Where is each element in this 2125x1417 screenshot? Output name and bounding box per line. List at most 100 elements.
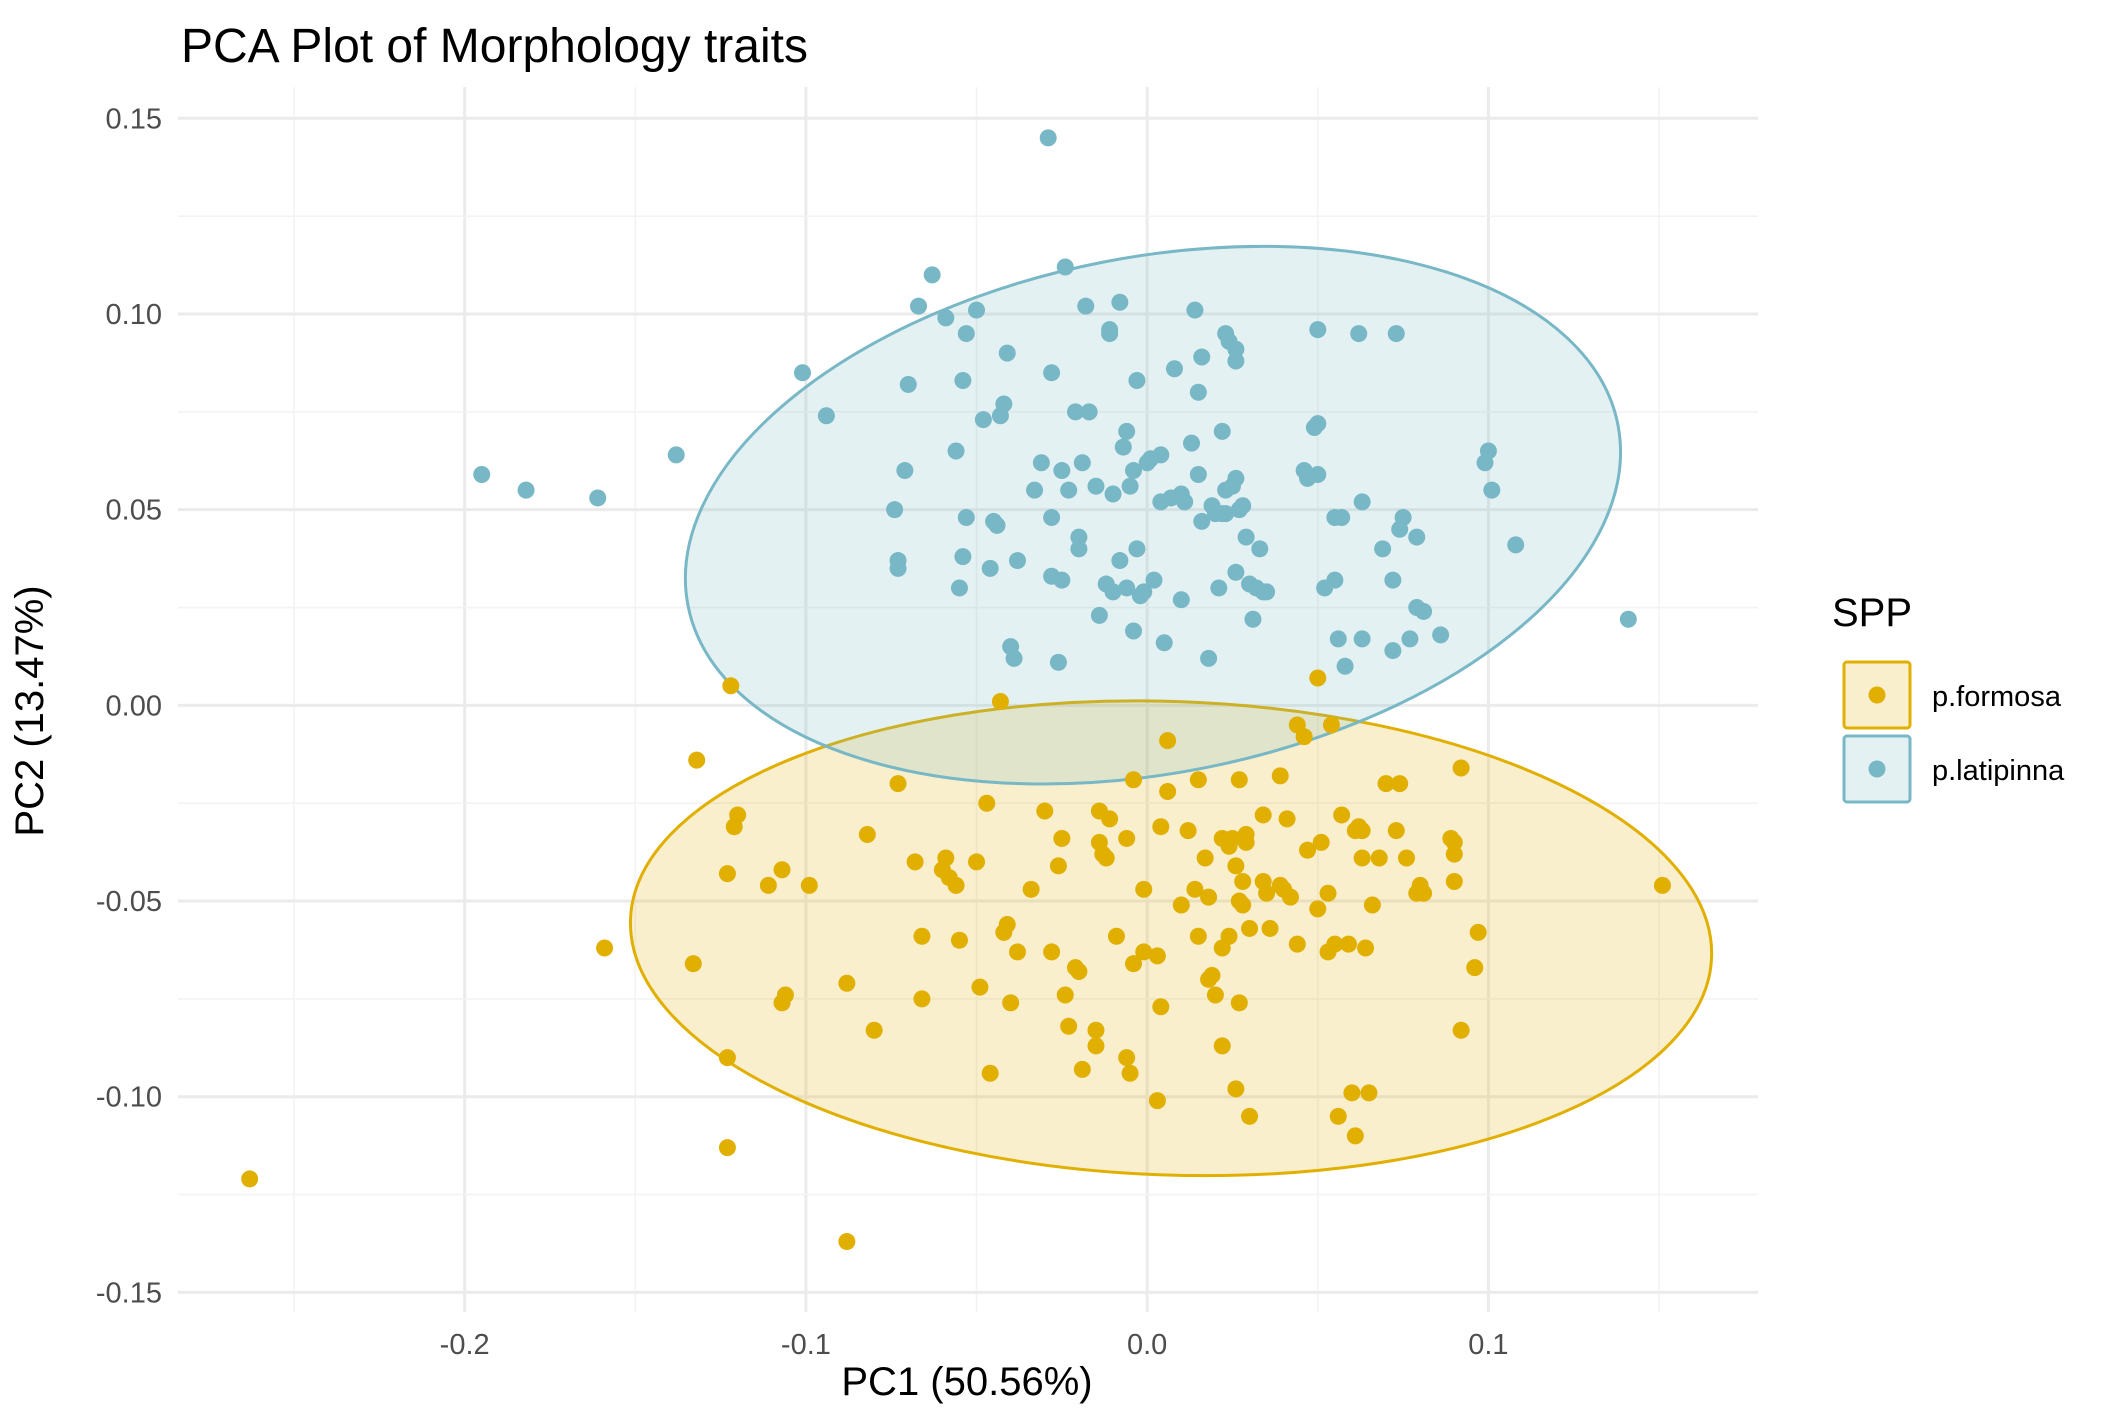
data-point-p-formosa bbox=[1299, 841, 1317, 859]
data-point-p-formosa bbox=[889, 775, 907, 793]
data-point-p-latipinna bbox=[1118, 422, 1136, 440]
data-point-p-formosa bbox=[1360, 1084, 1378, 1102]
data-point-p-formosa bbox=[1445, 833, 1463, 851]
y-axis-title: PC2 (13.47%) bbox=[8, 585, 52, 836]
data-point-p-formosa bbox=[800, 876, 818, 894]
data-point-p-formosa bbox=[1189, 927, 1207, 945]
data-point-p-latipinna bbox=[1073, 454, 1091, 472]
data-point-p-formosa bbox=[1196, 849, 1214, 867]
data-point-p-formosa bbox=[1326, 935, 1344, 953]
data-point-p-formosa bbox=[1220, 927, 1238, 945]
data-point-p-latipinna bbox=[1193, 348, 1211, 366]
data-point-p-latipinna bbox=[1080, 403, 1098, 421]
data-point-p-formosa bbox=[1278, 810, 1296, 828]
data-point-p-latipinna bbox=[1186, 301, 1204, 319]
tick-labels: -0.2 -0.1 0.0 0.1 -0.15 -0.10 -0.05 0.00 0.05 0.1… bbox=[96, 103, 1509, 1361]
data-point-p-formosa bbox=[1466, 959, 1484, 977]
y-tick-label: 0.00 bbox=[106, 690, 162, 722]
x-tick-label: -0.2 bbox=[440, 1329, 490, 1361]
data-point-p-latipinna bbox=[1329, 630, 1347, 648]
data-point-p-latipinna bbox=[1234, 497, 1252, 515]
data-point-p-formosa bbox=[1186, 880, 1204, 898]
data-point-p-formosa bbox=[947, 876, 965, 894]
data-point-p-latipinna bbox=[968, 301, 986, 319]
data-point-p-formosa bbox=[1101, 810, 1119, 828]
data-point-p-latipinna bbox=[910, 297, 928, 315]
data-point-p-latipinna bbox=[899, 375, 917, 393]
data-point-p-latipinna bbox=[1165, 360, 1183, 378]
data-point-p-latipinna bbox=[473, 465, 491, 483]
data-point-p-formosa bbox=[1319, 884, 1337, 902]
data-point-p-formosa bbox=[968, 853, 986, 871]
data-point-p-latipinna bbox=[517, 481, 535, 499]
data-point-p-formosa bbox=[1370, 849, 1388, 867]
data-point-p-latipinna bbox=[1183, 434, 1201, 452]
data-point-p-formosa bbox=[906, 853, 924, 871]
data-point-p-formosa bbox=[1060, 1017, 1078, 1035]
data-point-p-latipinna bbox=[1066, 403, 1084, 421]
data-point-p-latipinna bbox=[1152, 446, 1170, 464]
data-point-p-latipinna bbox=[1026, 481, 1044, 499]
confidence-ellipse-p-formosa bbox=[628, 699, 1714, 1178]
data-point-p-formosa bbox=[718, 1139, 736, 1157]
data-point-p-latipinna bbox=[998, 344, 1016, 362]
points-layer bbox=[241, 129, 1671, 1251]
data-point-p-formosa bbox=[1261, 919, 1279, 937]
data-point-p-formosa bbox=[1377, 775, 1395, 793]
data-point-p-latipinna bbox=[950, 579, 968, 597]
data-point-p-latipinna bbox=[1125, 622, 1143, 640]
data-point-p-formosa bbox=[858, 826, 876, 844]
data-point-p-latipinna bbox=[793, 364, 811, 382]
data-point-p-latipinna bbox=[589, 489, 607, 507]
data-point-p-formosa bbox=[1415, 884, 1433, 902]
legend-keys: p.formosa p.latipinna bbox=[1842, 660, 2065, 804]
legend-label: p.latipinna bbox=[1932, 755, 2065, 787]
data-point-p-formosa bbox=[1312, 833, 1330, 851]
data-point-p-latipinna bbox=[1043, 509, 1061, 527]
data-point-p-latipinna bbox=[1374, 540, 1392, 558]
y-tick-label: -0.05 bbox=[96, 886, 162, 918]
data-point-p-latipinna bbox=[1104, 485, 1122, 503]
data-point-p-latipinna bbox=[981, 559, 999, 577]
data-point-p-latipinna bbox=[1200, 649, 1218, 667]
data-point-p-formosa bbox=[1087, 1021, 1105, 1039]
data-point-p-formosa bbox=[1070, 963, 1088, 981]
data-point-p-latipinna bbox=[954, 372, 972, 390]
data-point-p-latipinna bbox=[1333, 509, 1351, 527]
data-point-p-formosa bbox=[1258, 884, 1276, 902]
data-point-p-latipinna bbox=[1210, 579, 1228, 597]
data-point-p-formosa bbox=[1254, 806, 1272, 824]
data-point-p-latipinna bbox=[1227, 352, 1245, 370]
data-point-p-formosa bbox=[1121, 1064, 1139, 1082]
data-point-p-formosa bbox=[1073, 1060, 1091, 1078]
data-point-p-formosa bbox=[1309, 669, 1327, 687]
data-point-p-latipinna bbox=[1043, 364, 1061, 382]
legend-key-point bbox=[1868, 760, 1886, 778]
data-point-p-latipinna bbox=[1005, 649, 1023, 667]
data-point-p-latipinna bbox=[1125, 462, 1143, 480]
chart-title: PCA Plot of Morphology traits bbox=[181, 20, 808, 73]
y-tick-label: -0.10 bbox=[96, 1082, 162, 1114]
data-point-p-latipinna bbox=[1387, 325, 1405, 343]
data-point-p-latipinna bbox=[1309, 415, 1327, 433]
data-point-p-formosa bbox=[1288, 935, 1306, 953]
data-point-p-latipinna bbox=[1077, 297, 1095, 315]
data-point-p-latipinna bbox=[667, 446, 685, 464]
data-point-p-formosa bbox=[1241, 1107, 1259, 1125]
legend-label: p.formosa bbox=[1932, 681, 2062, 713]
data-point-p-formosa bbox=[1087, 1037, 1105, 1055]
data-point-p-formosa bbox=[773, 861, 791, 879]
data-point-p-latipinna bbox=[896, 462, 914, 480]
data-point-p-latipinna bbox=[1227, 340, 1245, 358]
data-point-p-latipinna bbox=[1118, 579, 1136, 597]
data-point-p-formosa bbox=[1295, 728, 1313, 746]
data-point-p-formosa bbox=[1203, 966, 1221, 984]
y-tick-label: 0.05 bbox=[106, 495, 162, 527]
data-point-p-formosa bbox=[718, 865, 736, 883]
data-point-p-formosa bbox=[1049, 857, 1067, 875]
data-point-p-latipinna bbox=[1155, 634, 1173, 652]
data-point-p-latipinna bbox=[937, 309, 955, 327]
data-point-p-formosa bbox=[1118, 1049, 1136, 1067]
data-point-p-latipinna bbox=[1384, 571, 1402, 589]
data-point-p-latipinna bbox=[1326, 571, 1344, 589]
